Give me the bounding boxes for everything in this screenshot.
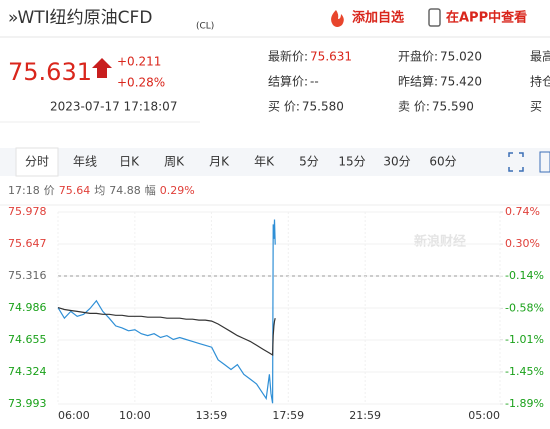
tab[interactable]: 年线 bbox=[73, 155, 97, 169]
info-time: 17:18 bbox=[8, 184, 40, 197]
tab[interactable]: 分时 bbox=[25, 155, 49, 169]
add-watch[interactable]: 添加自选 bbox=[352, 10, 404, 26]
stat-value: -- bbox=[310, 75, 319, 89]
avg-line bbox=[57, 307, 276, 357]
y-tick-label: 73.993 bbox=[8, 397, 47, 410]
y2-tick-label: -0.58% bbox=[505, 301, 544, 314]
up-arrow bbox=[92, 58, 112, 78]
fire-icon bbox=[331, 10, 344, 27]
stat-value: 75.420 bbox=[440, 75, 482, 89]
stat-label: 开盘价: bbox=[398, 49, 438, 64]
tab[interactable]: 30分 bbox=[383, 155, 410, 169]
x-tick-label: 21:59 bbox=[349, 409, 381, 422]
info-avg-label: 均 bbox=[94, 184, 105, 197]
stat-label: 买 bbox=[530, 100, 542, 114]
y-tick-label: 75.316 bbox=[8, 269, 47, 282]
tab[interactable]: 周K bbox=[164, 155, 185, 169]
stat-value: 75.590 bbox=[432, 100, 474, 114]
title: »WTI纽约原油CFD bbox=[8, 8, 152, 28]
tab[interactable]: 5分 bbox=[299, 155, 319, 169]
price-line bbox=[57, 219, 276, 404]
y2-tick-label: 0.74% bbox=[505, 205, 540, 218]
code: (CL) bbox=[196, 22, 214, 32]
tab-bar bbox=[0, 148, 550, 176]
open-app[interactable]: 在APP中查看 bbox=[446, 10, 527, 26]
stat-label: 卖 价: bbox=[398, 100, 430, 114]
stat-label: 昨结算: bbox=[398, 74, 438, 89]
stat-value: 75.580 bbox=[302, 100, 344, 114]
y2-tick-label: -0.14% bbox=[505, 269, 544, 282]
tab[interactable]: 月K bbox=[209, 155, 230, 169]
stat-value: 75.631 bbox=[310, 50, 352, 64]
y2-tick-label: 0.30% bbox=[505, 237, 540, 250]
info-price: 75.64 bbox=[59, 184, 91, 197]
y-tick-label: 75.978 bbox=[8, 205, 47, 218]
stat-label: 买 价: bbox=[268, 100, 300, 114]
y-tick-label: 75.647 bbox=[8, 237, 47, 250]
y-tick-label: 74.324 bbox=[8, 365, 47, 378]
y-tick-label: 74.655 bbox=[8, 333, 47, 346]
x-tick-label: 13:59 bbox=[196, 409, 228, 422]
settings-icon[interactable] bbox=[539, 151, 550, 173]
info-price-label: 价 bbox=[44, 184, 55, 197]
info-amp-label: 幅 bbox=[145, 184, 156, 197]
info-avg: 74.88 bbox=[109, 184, 141, 197]
stat-label: 结算价: bbox=[268, 74, 308, 89]
price: 75.631 bbox=[8, 58, 92, 86]
y2-tick-label: -1.45% bbox=[505, 365, 544, 378]
change-pct: +0.28% bbox=[117, 76, 165, 90]
stat-value: 75.020 bbox=[440, 50, 482, 64]
tab[interactable]: 15分 bbox=[338, 155, 365, 169]
x-tick-label: 17:59 bbox=[272, 409, 304, 422]
change: +0.211 bbox=[117, 55, 161, 69]
x-tick-label: 05:00 bbox=[468, 409, 500, 422]
tab[interactable]: 日K bbox=[119, 155, 140, 169]
watermark: 新浪财经 bbox=[414, 234, 466, 250]
y2-tick-label: -1.01% bbox=[505, 333, 544, 346]
tab[interactable]: 年K bbox=[254, 155, 275, 169]
fullscreen-icon[interactable] bbox=[508, 152, 524, 172]
stat-label: 持仓 bbox=[530, 74, 550, 89]
quote-time: 2023-07-17 17:18:07 bbox=[50, 100, 177, 114]
stat-label: 最高 bbox=[530, 49, 550, 64]
x-tick-label: 10:00 bbox=[119, 409, 151, 422]
y2-tick-label: -1.89% bbox=[505, 397, 544, 410]
tab[interactable]: 60分 bbox=[429, 155, 456, 169]
info-amp: 0.29% bbox=[160, 184, 195, 197]
phone-icon bbox=[428, 8, 441, 27]
x-tick-label: 06:00 bbox=[58, 409, 90, 422]
y-tick-label: 74.986 bbox=[8, 301, 47, 314]
stat-label: 最新价: bbox=[268, 49, 308, 64]
tab-selected bbox=[15, 147, 59, 177]
